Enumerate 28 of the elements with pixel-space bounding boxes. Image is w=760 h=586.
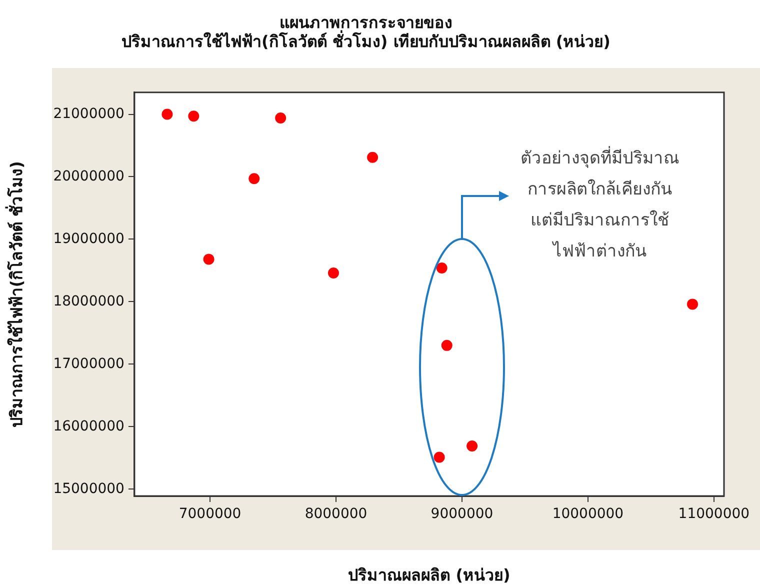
y-tick-label: 19000000 bbox=[53, 230, 124, 247]
x-tick-label: 8000000 bbox=[304, 506, 368, 522]
y-tick-label: 18000000 bbox=[53, 293, 124, 310]
x-tick-label: 9000000 bbox=[430, 506, 494, 522]
point bbox=[162, 108, 173, 120]
point bbox=[248, 173, 260, 184]
y-tick-label: 21000000 bbox=[53, 106, 124, 122]
chart-title: แผนภาพการกระจายของ ปริมาณการใช้ไฟฟ้า(กิโลวัตต์ ชั่วโมง) เทียบกับปริมาณผลผลิต (หน่วย) bbox=[122, 12, 610, 51]
y-tick-label: 16000000 bbox=[53, 418, 124, 434]
point bbox=[436, 262, 448, 274]
y-tick-label: 17000000 bbox=[53, 356, 124, 372]
point bbox=[441, 340, 452, 351]
point bbox=[466, 440, 478, 452]
x-axis-title: ปริมาณผลผลิต (หน่วย) bbox=[348, 566, 510, 585]
x-tick-label: 10000000 bbox=[552, 506, 624, 522]
y-tick-label: 20000000 bbox=[53, 168, 124, 184]
point bbox=[328, 267, 339, 278]
x-tick-label: 11000000 bbox=[678, 506, 750, 522]
point bbox=[188, 110, 200, 122]
point bbox=[275, 112, 286, 124]
y-axis-title: ปริมาณการใช้ไฟฟ้า(กิโลวัตต์ ชั่วโมง) bbox=[4, 161, 26, 428]
point bbox=[367, 152, 378, 163]
point bbox=[203, 254, 214, 265]
y-tick-label: 15000000 bbox=[53, 480, 124, 497]
x-tick-label: 7000000 bbox=[178, 506, 242, 522]
point bbox=[687, 298, 698, 310]
annotation: ตัวอย่างจุดที่มีปริมาณ การผลิตใกล้เคียงกัน แต่มีปริมาณการใช้ ไฟฟ้าต่างกัน bbox=[520, 145, 680, 262]
point bbox=[434, 452, 445, 463]
